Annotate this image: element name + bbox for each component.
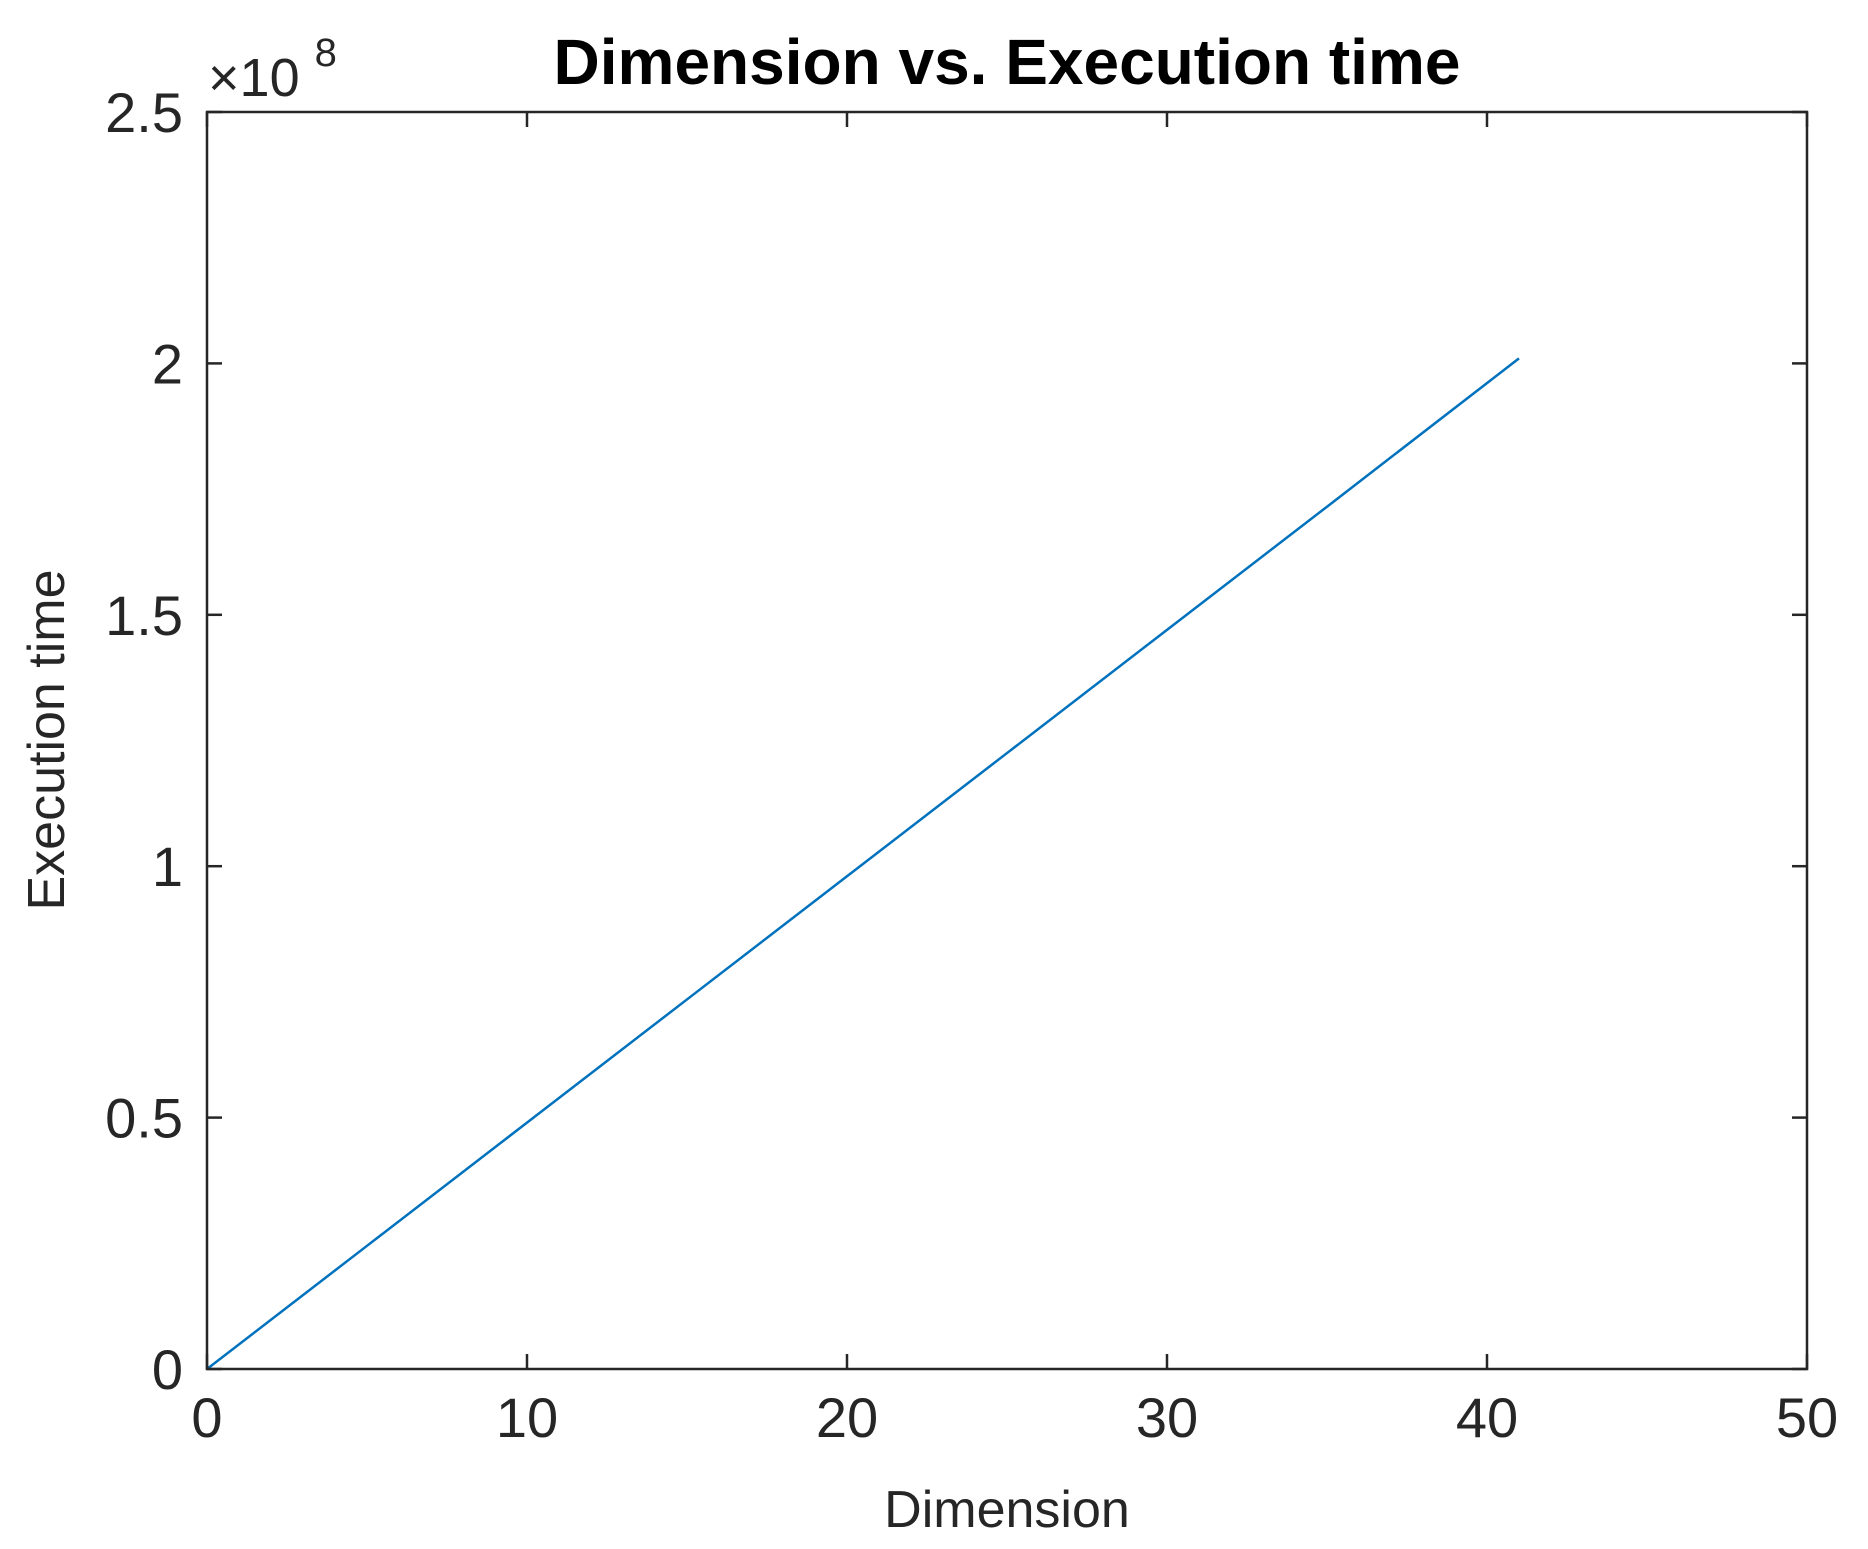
y-tick-label: 0	[152, 1338, 183, 1401]
plot-area-background	[207, 112, 1807, 1369]
chart-title: Dimension vs. Execution time	[554, 26, 1461, 98]
y-exponent-label: ×10 8	[208, 31, 337, 108]
y-axis-title: Execution time	[18, 569, 76, 910]
x-axis-title: Dimension	[884, 1481, 1130, 1539]
y-tick-label: 1.5	[105, 584, 183, 647]
y-tick-label: 2.5	[105, 81, 183, 144]
x-tick-label: 40	[1456, 1386, 1518, 1449]
y-tick-label: 2	[152, 332, 183, 395]
series-layer	[206, 357, 1520, 1370]
y-exponent-times: ×10	[208, 48, 300, 108]
x-tick-label: 30	[1136, 1386, 1198, 1449]
y-exponent-power: 8	[315, 31, 337, 75]
y-tick-labels: 0 0.5 1 1.5 2 2.5	[105, 81, 183, 1401]
x-tick-label: 10	[496, 1386, 558, 1449]
x-tick-label: 20	[816, 1386, 878, 1449]
y-tick-label: 1	[152, 835, 183, 898]
x-tick-labels: 0 10 20 30 40 50	[191, 1386, 1838, 1449]
axes-box	[205, 110, 1809, 1371]
x-tick-label: 0	[191, 1386, 222, 1449]
x-tick-label: 50	[1776, 1386, 1838, 1449]
series-line-0	[206, 357, 1520, 1370]
y-tick-label: 0.5	[105, 1087, 183, 1150]
